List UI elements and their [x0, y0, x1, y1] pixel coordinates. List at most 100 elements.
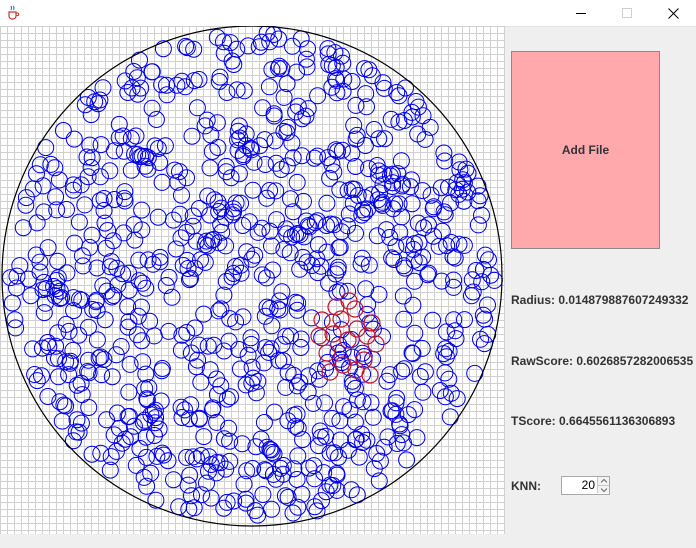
point-circle — [395, 434, 412, 452]
point-circle — [288, 63, 306, 81]
point-circle — [172, 398, 190, 416]
point-circle — [370, 162, 388, 180]
point-circle — [17, 189, 35, 207]
point-circle — [381, 167, 399, 185]
point-circle — [6, 311, 24, 329]
point-circle — [178, 324, 196, 341]
point-circle — [398, 451, 416, 469]
point-circle — [114, 127, 132, 145]
plot-canvas[interactable] — [0, 26, 505, 534]
point-circle — [405, 235, 423, 253]
point-circle — [136, 380, 154, 398]
point-circle — [101, 162, 119, 180]
point-circle — [394, 175, 411, 193]
point-circle — [374, 196, 392, 214]
point-circle — [35, 203, 53, 221]
point-circle — [58, 201, 75, 218]
point-circle — [414, 383, 432, 401]
point-circle — [285, 460, 303, 478]
point-circle — [50, 368, 67, 386]
point-circle — [346, 180, 364, 198]
point-circle — [163, 288, 181, 306]
point-circle — [249, 506, 267, 524]
point-circle — [220, 332, 238, 350]
point-circle — [403, 344, 421, 362]
point-circle — [72, 374, 90, 392]
point-circle — [101, 461, 119, 479]
point-circle — [309, 87, 327, 105]
point-circle — [440, 178, 457, 196]
point-circle — [320, 274, 338, 292]
add-file-button[interactable]: Add File — [511, 51, 660, 249]
maximize-button[interactable] — [604, 0, 650, 26]
point-circle — [353, 344, 371, 362]
neighbor-circle — [324, 325, 342, 343]
point-circle — [348, 126, 366, 144]
point-circle — [277, 378, 295, 396]
neighbor-circle — [310, 327, 328, 345]
point-circle — [369, 191, 387, 209]
point-circle — [227, 258, 244, 275]
knn-spinner[interactable]: 20 — [561, 476, 610, 495]
point-circle — [473, 206, 490, 224]
neighbor-circle — [361, 366, 379, 384]
point-circle — [79, 363, 97, 380]
point-circle — [299, 40, 316, 58]
point-circle — [229, 122, 247, 140]
point-circle — [190, 336, 208, 354]
point-circle — [451, 161, 469, 179]
spinner-down-button[interactable] — [597, 485, 609, 493]
point-circle — [223, 268, 241, 286]
point-circle — [269, 300, 287, 318]
point-circle — [406, 272, 423, 290]
point-circle — [324, 477, 342, 494]
point-circle — [208, 413, 226, 431]
point-circle — [70, 213, 88, 231]
point-circle — [198, 474, 215, 492]
point-circle — [328, 84, 346, 102]
close-icon — [667, 7, 679, 19]
point-circle — [270, 59, 287, 77]
spinner-up-button[interactable] — [597, 477, 609, 485]
point-circle — [368, 445, 386, 462]
point-circle — [414, 182, 432, 200]
point-circle — [158, 86, 176, 104]
point-circle — [129, 307, 147, 325]
point-circle — [92, 348, 110, 366]
point-circle — [329, 142, 347, 160]
point-circle — [36, 294, 54, 312]
point-circle — [370, 285, 388, 303]
point-circle — [179, 260, 197, 277]
point-circle — [288, 173, 306, 191]
point-circle — [120, 407, 138, 425]
point-circle — [279, 118, 297, 136]
point-circle — [155, 446, 173, 464]
point-circle — [222, 169, 240, 187]
point-circle — [406, 401, 424, 419]
point-circle — [195, 428, 213, 446]
point-circle — [327, 141, 345, 159]
point-circle — [360, 160, 378, 178]
point-circle — [343, 372, 361, 390]
point-circle — [383, 402, 401, 420]
knn-value-field[interactable]: 20 — [581, 478, 595, 492]
point-circle — [93, 366, 111, 384]
point-circle — [356, 204, 374, 222]
minimize-button[interactable] — [558, 0, 604, 26]
point-circle — [330, 239, 348, 257]
close-button[interactable] — [650, 0, 696, 26]
point-circle — [47, 188, 65, 206]
point-circle — [357, 85, 375, 103]
boundary-circle — [1, 26, 503, 527]
point-circle — [146, 427, 163, 444]
point-circle — [138, 390, 156, 408]
point-circle — [125, 216, 143, 234]
neighbor-circle — [332, 310, 350, 328]
point-circle — [295, 192, 312, 210]
neighbor-circle — [348, 320, 366, 338]
point-circle — [72, 414, 90, 432]
point-circle — [299, 100, 317, 118]
point-circle — [358, 431, 376, 449]
point-circle — [65, 130, 83, 148]
point-circle — [277, 327, 295, 345]
